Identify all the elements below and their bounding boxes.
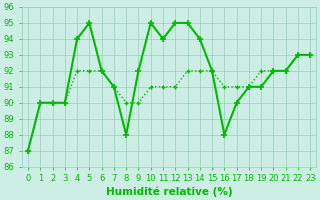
X-axis label: Humidité relative (%): Humidité relative (%) xyxy=(106,186,232,197)
